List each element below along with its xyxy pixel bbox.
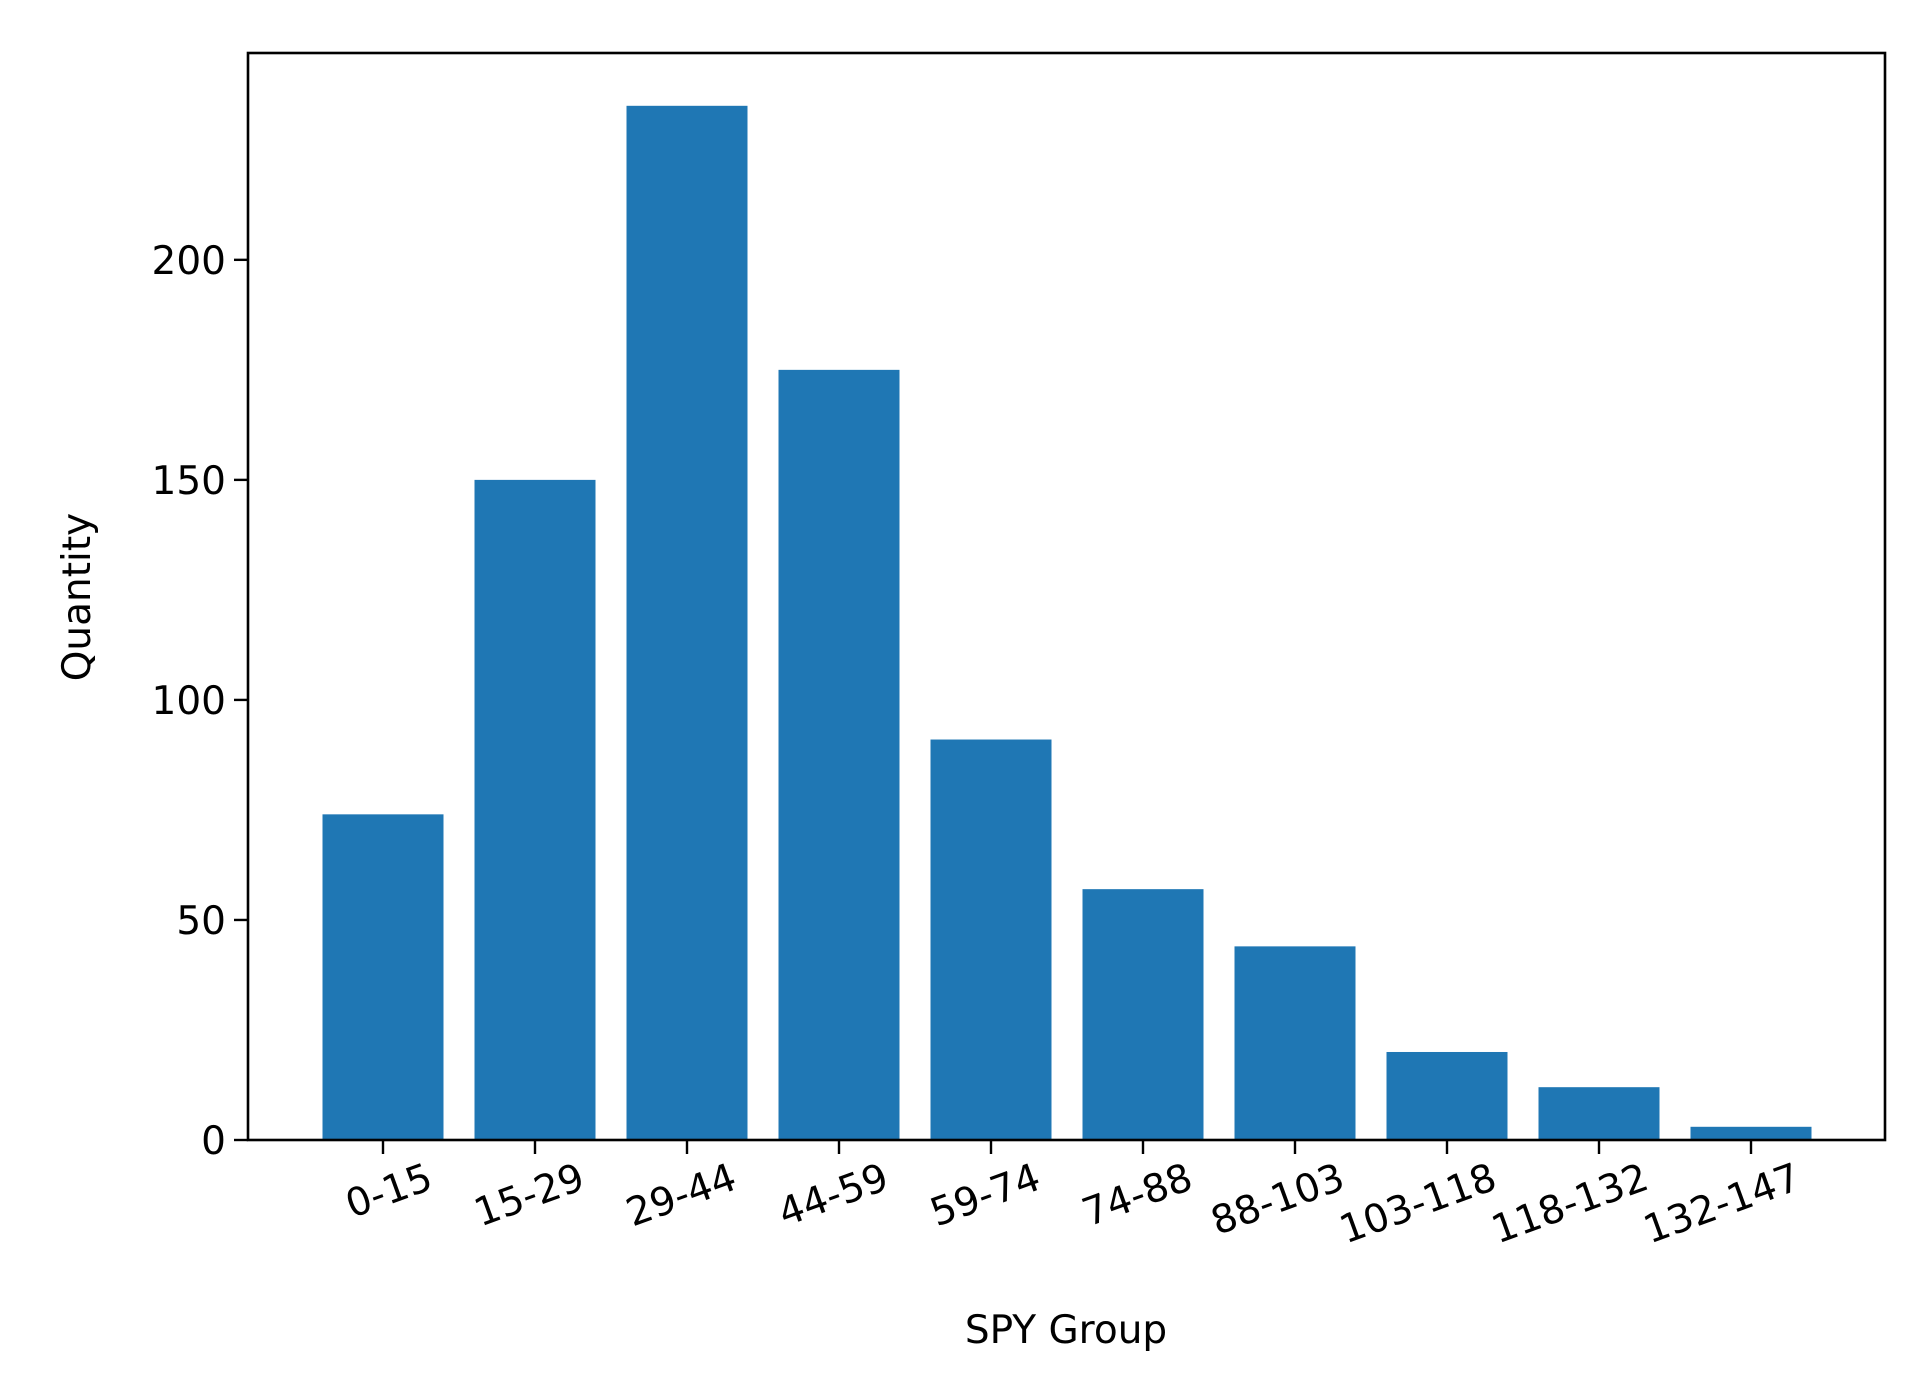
bars-group — [322, 105, 1812, 1141]
plot-frame — [246, 51, 1887, 1142]
y-axis-ticks: 0 50 100 150 200 — [152, 239, 248, 1164]
x-tick-label: 44-59 — [773, 1155, 895, 1236]
bar-15-29 — [474, 479, 596, 1140]
y-tick-label: 100 — [152, 679, 226, 724]
x-axis-ticks: 0-15 15-29 29-44 44-59 59-74 74-88 88-103103-1… — [340, 1140, 1807, 1253]
bar-44-59 — [778, 369, 900, 1141]
bar-132-147 — [1690, 1126, 1812, 1140]
bar-29-44 — [626, 105, 748, 1141]
y-tick-label: 50 — [176, 899, 226, 944]
x-tick-label: 29-44 — [621, 1155, 743, 1236]
x-tick-label: 15-29 — [469, 1155, 591, 1236]
y-tick-label: 150 — [152, 459, 226, 504]
x-tick-label: 103-118 — [1334, 1155, 1503, 1253]
y-tick-label: 200 — [152, 239, 226, 284]
x-tick-label: 118-132 — [1486, 1155, 1655, 1253]
y-axis-label: Quantity — [55, 513, 100, 682]
bar-0-15 — [322, 814, 444, 1140]
x-tick-label: 59-74 — [925, 1155, 1047, 1236]
bar-74-88 — [1082, 889, 1204, 1140]
x-tick-label: 74-88 — [1077, 1155, 1199, 1236]
bar-103-118 — [1386, 1051, 1508, 1140]
y-tick-label: 0 — [201, 1119, 226, 1164]
x-tick-label: 132-147 — [1638, 1155, 1807, 1253]
bar-59-74 — [930, 739, 1052, 1140]
x-tick-label: 0-15 — [340, 1155, 439, 1228]
x-tick-label: 88-103 — [1205, 1155, 1350, 1245]
bar-118-132 — [1538, 1087, 1660, 1140]
x-axis-label: SPY Group — [965, 1308, 1167, 1353]
bar-88-103 — [1234, 946, 1356, 1140]
